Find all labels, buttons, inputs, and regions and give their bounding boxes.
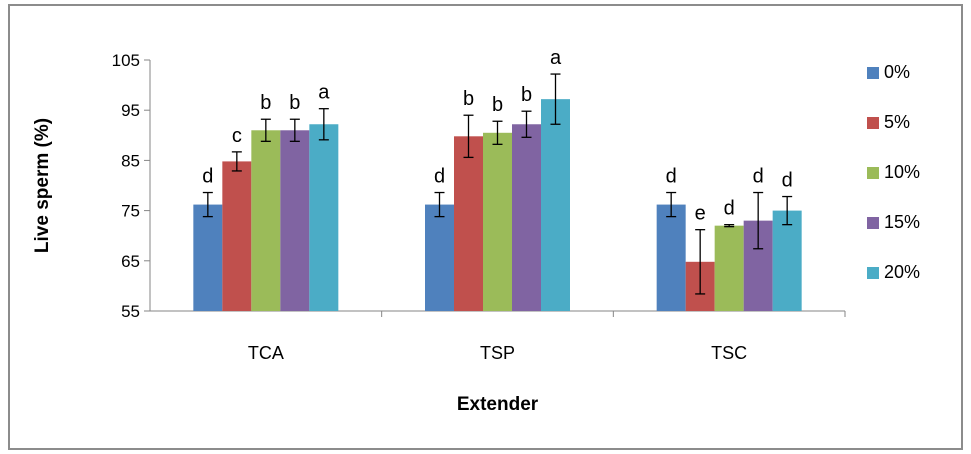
legend-label: 10% [884,162,920,182]
significance-letter: b [463,88,474,110]
legend-swatch [867,117,879,129]
bar [454,136,483,311]
y-tick-labels: 55 65 75 85 95 105 [112,51,140,321]
significance-letter: b [492,94,503,116]
bar [425,204,454,311]
significance-letter: d [202,166,213,188]
significance-letter: d [434,166,445,188]
significance-letter: b [521,84,532,106]
significance-letter: a [318,82,330,104]
error-bars [202,73,793,295]
significance-letter: e [695,203,706,225]
legend: 0% 5% 10% 15% 20% [867,62,920,282]
y-tick-label: 55 [121,302,140,321]
category-labels: TCA TSP TSC [248,343,747,363]
significance-letter: b [289,92,300,114]
category-label: TSC [711,343,747,363]
legend-swatch [867,217,879,229]
significance-letter: d [782,170,793,192]
bar [541,99,570,311]
significance-letter: b [260,92,271,114]
bar [512,124,541,311]
legend-swatch [867,67,879,79]
significance-letter: d [753,166,764,188]
legend-label: 0% [884,62,910,82]
bar [251,130,281,311]
legend-label: 20% [884,262,920,282]
bar [714,225,744,311]
x-axis-title: Extender [457,394,539,415]
y-tick-label: 95 [121,101,140,120]
bar [309,124,339,311]
y-tick-label: 85 [121,151,140,170]
legend-swatch [867,167,879,179]
y-tick-label: 75 [121,202,140,221]
legend-swatch [867,267,879,279]
significance-letter: d [666,166,677,188]
y-tick-label: 65 [121,252,140,271]
significance-letter: c [232,125,242,147]
bar [193,204,223,311]
legend-label: 5% [884,112,910,132]
y-tick-label: 105 [112,51,140,70]
y-axis-title: Live sperm (%) [32,118,53,253]
significance-letter: d [724,198,735,220]
bar [772,210,802,311]
significance-letter: a [550,47,562,69]
bar [656,204,686,311]
legend-label: 15% [884,212,920,232]
category-label: TSP [480,343,515,363]
bars [193,99,802,311]
bar [222,161,252,311]
bar [483,132,512,311]
bar [280,130,310,311]
category-label: TCA [248,343,284,363]
